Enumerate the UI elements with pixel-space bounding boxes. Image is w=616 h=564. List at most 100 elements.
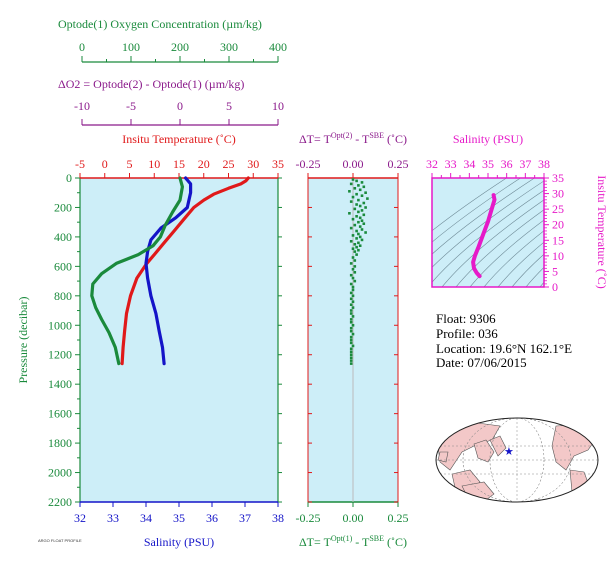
dt-point [358,244,362,247]
map-meridian [489,418,545,502]
oxygen-profile-line [90,176,184,366]
dt-point [358,204,362,208]
profile-date: Date: 07/06/2015 [436,355,527,370]
dt-point [349,318,353,321]
dt-point [349,303,353,306]
map-landmass [473,439,495,463]
dt-point [348,212,351,215]
ts-x-tick-label: 34 [463,157,475,171]
dt-point [358,188,362,192]
ts-x-tick-label: 37 [519,157,531,171]
ts-y-tick-label: 15 [552,233,564,247]
salinity-tick-label: 35 [173,511,185,525]
dt-point [364,206,367,209]
dt-point [349,240,353,243]
dt-point [366,197,369,200]
ts-y-tick-label: 5 [552,264,558,278]
temperature-tick-label: 20 [198,157,210,171]
map-landmass [437,451,449,463]
pressure-tick-label: 800 [54,289,72,303]
dt-point [360,181,364,184]
dt-top-tick-label: -0.25 [296,157,321,171]
dt-point [349,362,353,365]
dt-point [362,222,366,225]
dt-point [355,179,358,183]
pressure-tick-label: 1400 [48,377,72,391]
dt-point [362,185,366,189]
pressure-tick-label: 1600 [48,407,72,421]
dt-point [353,207,357,211]
float-location-marker: ★ [504,445,514,458]
ts-curve [471,193,497,279]
dt-point [357,220,360,224]
dt-point [358,216,362,220]
temperature-profile-line [120,176,250,366]
oxygen-tick-label: 300 [220,40,238,54]
dt-point [349,356,353,359]
dt-point [351,234,355,237]
dt-point [351,276,355,280]
delta-o2-tick-label: 0 [177,99,183,113]
ts-plot-area [432,178,544,287]
dt-point [349,182,353,186]
dt-point [349,297,353,301]
dt-point [357,184,360,187]
temperature-tick-label: -5 [75,157,85,171]
dt-point [351,247,355,250]
ts-density-contour [432,180,544,268]
dt-point [351,300,355,303]
delta-o2-axis-label: ΔO2 = Optode(2) - Optode(1) (µm/kg) [58,77,244,91]
dt-point [349,353,353,356]
dt-point [357,198,360,202]
dt-point [349,200,353,203]
ts-y-tick-label: 10 [552,249,564,263]
dt-point [357,210,360,214]
oxygen-tick-label: 200 [171,40,189,54]
dt-point [349,291,353,295]
salinity-tick-label: 36 [206,511,218,525]
ts-density-contour [432,178,522,243]
float-id: Float: 9306 [436,311,496,326]
ts-density-contour [441,199,544,287]
dt-point [349,329,353,333]
dt-bottom-tick-label: -0.25 [296,511,321,525]
dt-point [357,241,360,245]
dt-point [362,201,366,205]
dt-point [349,321,353,324]
dt-point [353,259,357,262]
ts-y-tick-label: 30 [552,187,564,201]
dt-point [349,359,353,362]
dt-top-tick-label: 0.00 [343,157,364,171]
dt-point [353,271,357,274]
dt-point [351,256,355,259]
dt-point [351,332,355,336]
dt-point [360,228,364,231]
dt-point [351,315,355,318]
pressure-axis-label: Pressure (decibar) [16,297,30,384]
salinity-tick-label: 33 [107,511,119,525]
pressure-tick-label: 200 [54,200,72,214]
dt-point [349,226,353,230]
location-globe-map: ★ [435,417,599,503]
delta-temperature-panel: -0.25 -0.25 0.00 0.00 0.25 0.25 ΔT= TOpt(2) - … [296,131,409,549]
dt-point [353,250,357,253]
dt-top-title: ΔT= TOpt(2) - TSBE (˚C) [299,131,407,146]
temperature-tick-label: 15 [173,157,185,171]
dt-point [353,187,357,190]
dt-point [358,225,362,228]
dt-point [349,262,353,265]
delta-o2-tick-label: 10 [272,99,284,113]
dt-point [351,324,355,327]
salinity-tick-label: 37 [239,511,251,525]
dt-point [351,285,355,289]
dt-point [360,238,364,242]
dt-point [355,215,358,218]
salinity-tick-label: 32 [74,511,86,525]
pressure-tick-label: 600 [54,259,72,273]
ts-title: Salinity (PSU) [453,132,523,146]
pressure-tick-label: 1800 [48,436,72,450]
temperature-tick-label: 10 [148,157,160,171]
dt-point [349,312,353,315]
